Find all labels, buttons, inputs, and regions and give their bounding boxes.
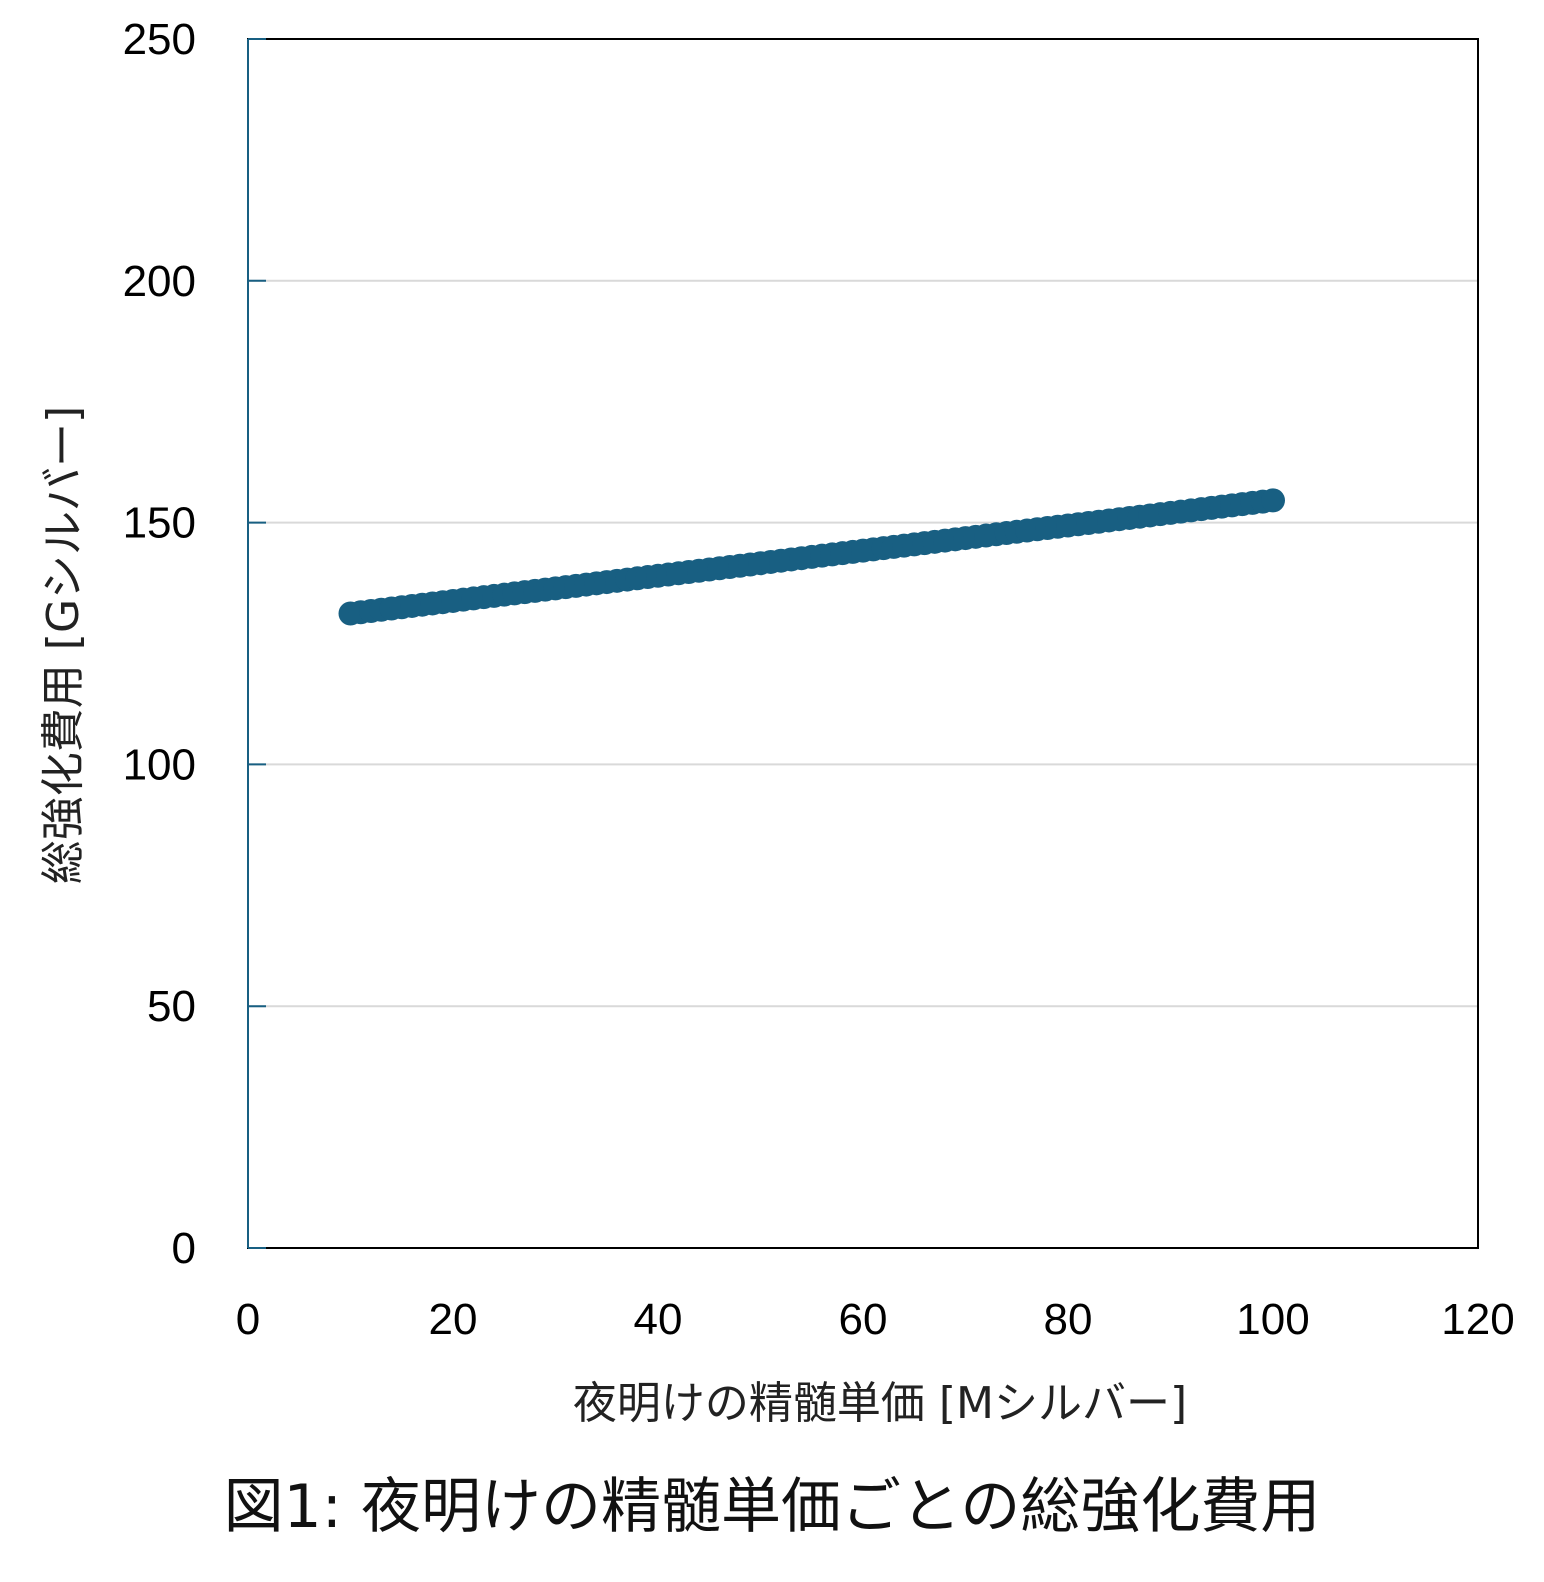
x-tick-label-0: 0 bbox=[236, 1295, 260, 1344]
data-point bbox=[1261, 488, 1285, 513]
y-axis-title: 総強化費用 [Gシルバー] bbox=[38, 406, 89, 884]
y-tick-label-50: 50 bbox=[147, 982, 196, 1031]
data-series bbox=[338, 488, 1285, 626]
x-tick-label-40: 40 bbox=[634, 1295, 683, 1344]
gridlines bbox=[248, 279, 1478, 1008]
y-tick-label-200: 200 bbox=[123, 257, 196, 306]
y-tick-label-100: 100 bbox=[123, 740, 196, 789]
x-tick-label-100: 100 bbox=[1236, 1295, 1309, 1344]
y-tick-label-0: 0 bbox=[172, 1224, 196, 1273]
figure-caption: 図1: 夜明けの精髄単価ごとの総強化費用 bbox=[223, 1472, 1321, 1542]
x-tick-label-20: 20 bbox=[429, 1295, 478, 1344]
y-axis: 0 50 100 150 200 250 bbox=[123, 15, 266, 1273]
plot-area-frame bbox=[247, 38, 1479, 1249]
chart: 0 50 100 150 200 250 0 20 40 60 80 100 120 夜明けの精髄単価… bbox=[38, 15, 1515, 1429]
x-axis: 0 20 40 60 80 100 120 bbox=[236, 1295, 1515, 1344]
x-tick-label-120: 120 bbox=[1441, 1295, 1514, 1344]
x-axis-title: 夜明けの精髄単価 [Mシルバー] bbox=[573, 1378, 1187, 1429]
x-tick-label-60: 60 bbox=[839, 1295, 888, 1344]
x-tick-label-80: 80 bbox=[1044, 1295, 1093, 1344]
y-tick-label-250: 250 bbox=[123, 15, 196, 64]
y-tick-label-150: 150 bbox=[123, 499, 196, 548]
